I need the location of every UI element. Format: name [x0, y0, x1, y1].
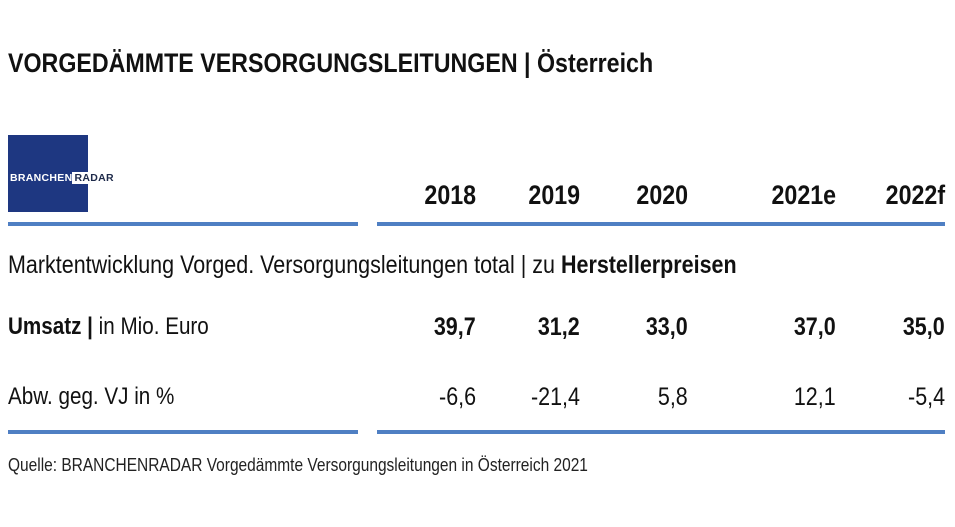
cell: 5,8 [658, 383, 688, 411]
row-label-bold: Umsatz | [8, 313, 93, 340]
cell: -6,6 [438, 383, 476, 411]
column-header: 2022f [885, 180, 945, 210]
logo-part: BRANCHEN [10, 172, 73, 184]
source: Quelle: BRANCHENRADAR Vorgedämmte Versor… [8, 455, 588, 475]
logo-part: RADAR [72, 172, 116, 184]
subtitle-text: Marktentwicklung Vorged. Versorgungsleit… [8, 251, 561, 279]
row-label-text: Abw. geg. VJ in % [8, 383, 175, 410]
column-header: 2018 [424, 180, 476, 210]
cell: 37,0 [794, 313, 836, 341]
title: VORGEDÄMMTE VERSORGUNGSLEITUNGEN | Öster… [8, 48, 654, 78]
cell: -5,4 [907, 383, 945, 411]
rule [8, 222, 358, 226]
cell: 31,2 [538, 313, 580, 341]
cell: 12,1 [794, 383, 836, 411]
subtitle: Marktentwicklung Vorged. Versorgungsleit… [8, 251, 737, 280]
row-label-text: in Mio. Euro [98, 313, 209, 340]
column-header: 2021e [771, 180, 836, 210]
logo: BRANCHEN RADAR [8, 135, 116, 212]
cell: 33,0 [646, 313, 688, 341]
row-label: Abw. geg. VJ in % [8, 383, 174, 411]
cell: 35,0 [903, 313, 945, 341]
cell: 39,7 [434, 313, 476, 341]
rule [377, 430, 945, 434]
rule [377, 222, 945, 226]
column-header: 2019 [528, 180, 580, 210]
rule [8, 430, 358, 434]
cell: -21,4 [530, 383, 580, 411]
column-header: 2020 [636, 180, 688, 210]
subtitle-emphasis: Herstellerpreisen [560, 251, 737, 279]
row-label: Umsatz | in Mio. Euro [8, 313, 209, 341]
logo-text: BRANCHEN RADAR [10, 168, 116, 186]
